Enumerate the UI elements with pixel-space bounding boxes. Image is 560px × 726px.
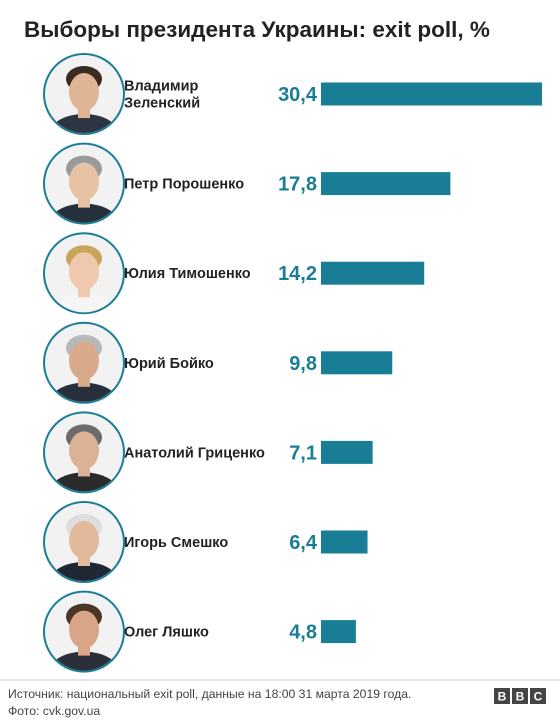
candidate-portrait	[43, 232, 125, 315]
bar	[321, 172, 451, 196]
candidate-name-line: Юрий Бойко	[124, 356, 214, 372]
value-label: 4,8	[289, 622, 317, 644]
bbc-logo-letter-b1: B	[498, 690, 507, 704]
candidate-row: Юрий Бойко 9,8	[43, 321, 393, 404]
portrait-shoulders	[48, 114, 120, 133]
portrait-face	[69, 162, 99, 201]
portrait-shoulders	[48, 472, 120, 492]
bbc-logo: B B C	[494, 688, 546, 704]
portrait-face	[69, 610, 99, 649]
portrait-face	[69, 521, 99, 559]
portrait-shoulders	[48, 293, 120, 313]
chart-rows: Владимир Зеленский 30,4 Петр Порошенко 17,8 Ю…	[43, 53, 542, 673]
value-label: 30,4	[278, 84, 318, 106]
portrait-face	[69, 73, 99, 111]
portrait-face	[69, 341, 99, 380]
candidate-row: Анатолий Гриценко 7,1	[43, 411, 373, 494]
candidate-name-line: Владимир	[124, 79, 199, 95]
bar	[321, 351, 393, 375]
bbc-logo-letter-c: C	[534, 690, 543, 704]
bar	[321, 82, 542, 106]
footer-source: Источник: национальный exit poll, данные…	[8, 687, 411, 701]
candidate-name: Петр Порошенко	[124, 177, 244, 193]
candidate-row: Юлия Тимошенко 14,2	[43, 232, 425, 315]
candidate-name-line: Петр Порошенко	[124, 177, 244, 193]
candidate-row: Олег Ляшко 4,8	[43, 590, 356, 673]
value-label: 6,4	[289, 532, 318, 554]
value-label: 17,8	[278, 174, 317, 196]
candidate-name: Анатолий Гриценко	[124, 445, 265, 461]
candidate-name-line: Юлия Тимошенко	[124, 266, 251, 282]
bbc-logo-box-c	[530, 688, 546, 704]
candidate-portrait	[43, 501, 125, 583]
candidate-portrait	[43, 142, 125, 225]
bar	[321, 530, 368, 554]
portrait-shoulders	[48, 203, 120, 223]
bar	[321, 620, 356, 644]
candidate-name: Владимир Зеленский	[124, 79, 200, 112]
candidate-portrait	[43, 53, 125, 135]
chart-title: Выборы президента Украины: exit poll, %	[24, 17, 490, 42]
bbc-logo-box-b2	[512, 688, 528, 704]
portrait-face	[69, 252, 99, 291]
value-label: 7,1	[289, 442, 317, 464]
candidate-name: Игорь Смешко	[124, 535, 228, 551]
candidate-row: Владимир Зеленский 30,4	[43, 53, 542, 135]
value-label: 14,2	[278, 263, 317, 285]
bar	[321, 440, 373, 464]
candidate-name: Юлия Тимошенко	[124, 266, 251, 282]
bbc-logo-letter-b2: B	[516, 690, 525, 704]
portrait-shoulders	[48, 382, 120, 402]
candidate-row: Игорь Смешко 6,4	[43, 501, 368, 583]
candidate-row: Петр Порошенко 17,8	[43, 142, 451, 225]
candidate-portrait	[43, 321, 125, 404]
value-label: 9,8	[289, 353, 317, 375]
candidate-name-line: Анатолий Гриценко	[124, 445, 265, 461]
candidate-name: Олег Ляшко	[124, 625, 209, 641]
bar	[321, 261, 425, 285]
footer-photo-credit: Фото: cvk.gov.ua	[8, 704, 100, 718]
portrait-shoulders	[48, 651, 120, 671]
bbc-logo-box-b1	[494, 688, 510, 704]
candidate-name: Юрий Бойко	[124, 356, 214, 372]
candidate-portrait	[43, 590, 125, 673]
portrait-face	[69, 431, 99, 470]
candidate-portrait	[43, 411, 125, 494]
candidate-name-line: Игорь Смешко	[124, 535, 228, 551]
portrait-shoulders	[48, 562, 120, 581]
candidate-name-line: Зеленский	[124, 96, 200, 112]
candidate-name-line: Олег Ляшко	[124, 625, 209, 641]
